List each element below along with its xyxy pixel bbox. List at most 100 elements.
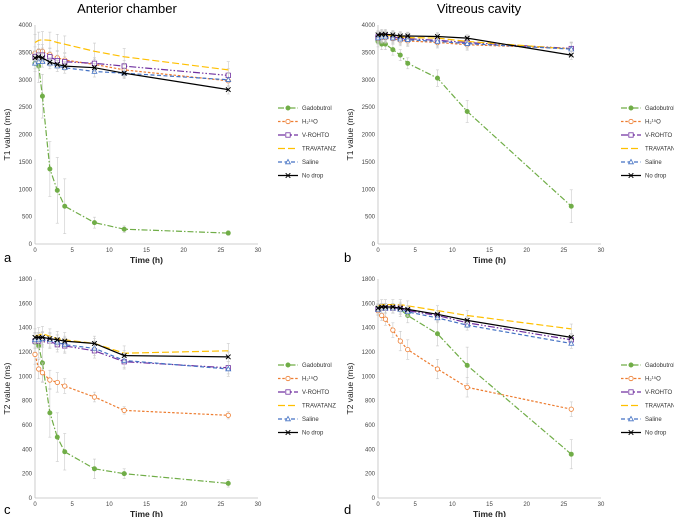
series-saline [374, 31, 575, 56]
series-no-drop [375, 303, 574, 342]
legend-label-v-rohto: V-ROHTO [645, 390, 673, 396]
x-tick-label: 25 [560, 502, 567, 508]
col-title-anterior: Anterior chamber [77, 1, 177, 16]
x-axis-label: Time (h) [473, 255, 506, 265]
data-point [397, 33, 403, 39]
data-point [464, 384, 470, 390]
data-point [464, 317, 470, 324]
data-point [405, 306, 411, 313]
legend-marker-saline [284, 415, 292, 422]
data-point [36, 366, 42, 372]
data-point [47, 166, 53, 172]
legend: Gadobutrol H₂¹⁵O V-ROHTO TRAVATANZ Saline No … [621, 105, 674, 180]
data-point [397, 52, 403, 58]
y-tick-label: 1500 [19, 160, 33, 166]
x-axis-label: Time (h) [473, 509, 506, 517]
data-point [32, 55, 38, 61]
x-axis-label: Time (h) [130, 509, 163, 517]
series-no-drop [32, 52, 231, 95]
data-point [434, 331, 440, 337]
data-point [54, 379, 60, 386]
y-axis-label: T1 value (ms) [2, 108, 12, 160]
legend-label-v-rohto: V-ROHTO [645, 133, 673, 139]
data-point [121, 471, 127, 477]
y-tick-label: 4000 [19, 23, 33, 29]
legend-label-h2o: H₂¹⁵O [302, 376, 318, 383]
series-line [377, 310, 572, 410]
x-tick-label: 5 [413, 502, 417, 508]
data-point [32, 351, 38, 358]
legend-label-saline: Saline [645, 417, 662, 423]
series-no-drop [375, 30, 574, 60]
data-point [375, 305, 381, 311]
data-point [47, 377, 53, 383]
y-tick-label: 600 [22, 423, 33, 429]
y-tick-label: 3000 [362, 78, 376, 84]
legend-marker-v-rohto [628, 132, 634, 138]
y-tick-label: 1500 [362, 160, 376, 166]
data-point [405, 60, 411, 66]
y-tick-label: 2500 [19, 105, 33, 111]
y-tick-label: 200 [22, 472, 33, 478]
legend-label-gadobutrol: Gadobutrol [645, 106, 674, 112]
data-point [62, 203, 68, 209]
data-point [225, 354, 231, 360]
series-line [34, 341, 229, 484]
x-tick-label: 5 [70, 502, 74, 508]
data-point [54, 434, 60, 440]
data-point [225, 86, 231, 93]
chart-panel-d: 0 200 400 600 800 1000 1200 1400 1600 1800 0 5 10 15 2… [344, 277, 674, 517]
legend-marker-no-drop [285, 172, 291, 179]
legend-marker-v-rohto [285, 132, 291, 138]
y-tick-label: 600 [365, 423, 376, 429]
legend-label-saline: Saline [645, 160, 662, 166]
legend: Gadobutrol H₂¹⁵O V-ROHTO TRAVATANZ Saline No … [278, 105, 336, 180]
x-tick-label: 25 [217, 248, 224, 254]
panel-letter: d [344, 502, 351, 517]
data-point [225, 76, 232, 82]
series-gadobutrol [375, 35, 574, 223]
data-point [91, 466, 97, 472]
y-tick-label: 1600 [362, 301, 376, 307]
x-tick-label: 30 [255, 248, 262, 254]
y-tick-label: 1200 [362, 350, 376, 356]
x-tick-label: 25 [217, 502, 224, 508]
data-point [54, 61, 60, 68]
x-tick-label: 5 [413, 248, 417, 254]
y-tick-label: 2000 [19, 133, 33, 139]
y-tick-label: 1800 [19, 277, 33, 283]
legend-label-v-rohto: V-ROHTO [302, 133, 330, 139]
legend-label-gadobutrol: Gadobutrol [645, 363, 674, 369]
legend-label-h2o: H₂¹⁵O [645, 119, 661, 126]
y-tick-label: 1000 [362, 187, 376, 193]
data-point [225, 365, 232, 372]
series-gadobutrol [375, 301, 574, 470]
data-point [464, 321, 471, 328]
x-tick-label: 10 [449, 502, 456, 508]
y-tick-label: 0 [372, 242, 376, 248]
y-tick-label: 1800 [362, 277, 376, 283]
legend-marker-gadobutrol [628, 105, 634, 111]
chart-panel-c: 0 200 400 600 800 1000 1200 1400 1600 1800 0 5 10 15 2… [2, 277, 336, 517]
data-point [390, 47, 396, 53]
data-point [464, 362, 470, 368]
data-point [62, 449, 68, 455]
legend-label-h2o: H₂¹⁵O [302, 119, 318, 126]
legend-label-no-drop: No drop [302, 431, 324, 437]
legend-label-travatanz: TRAVATANZ [302, 147, 336, 153]
data-point [91, 65, 98, 71]
x-tick-label: 10 [449, 248, 456, 254]
x-tick-label: 15 [143, 502, 150, 508]
series-line [34, 354, 229, 416]
data-point [568, 340, 575, 346]
x-tick-label: 0 [376, 502, 380, 508]
data-point [434, 33, 441, 40]
x-tick-label: 0 [376, 248, 380, 254]
data-point [225, 230, 231, 236]
series-gadobutrol [32, 332, 231, 488]
data-point [434, 37, 441, 44]
y-tick-label: 500 [365, 215, 376, 221]
data-point [121, 352, 127, 359]
y-tick-label: 400 [22, 447, 33, 453]
data-point [568, 203, 574, 209]
